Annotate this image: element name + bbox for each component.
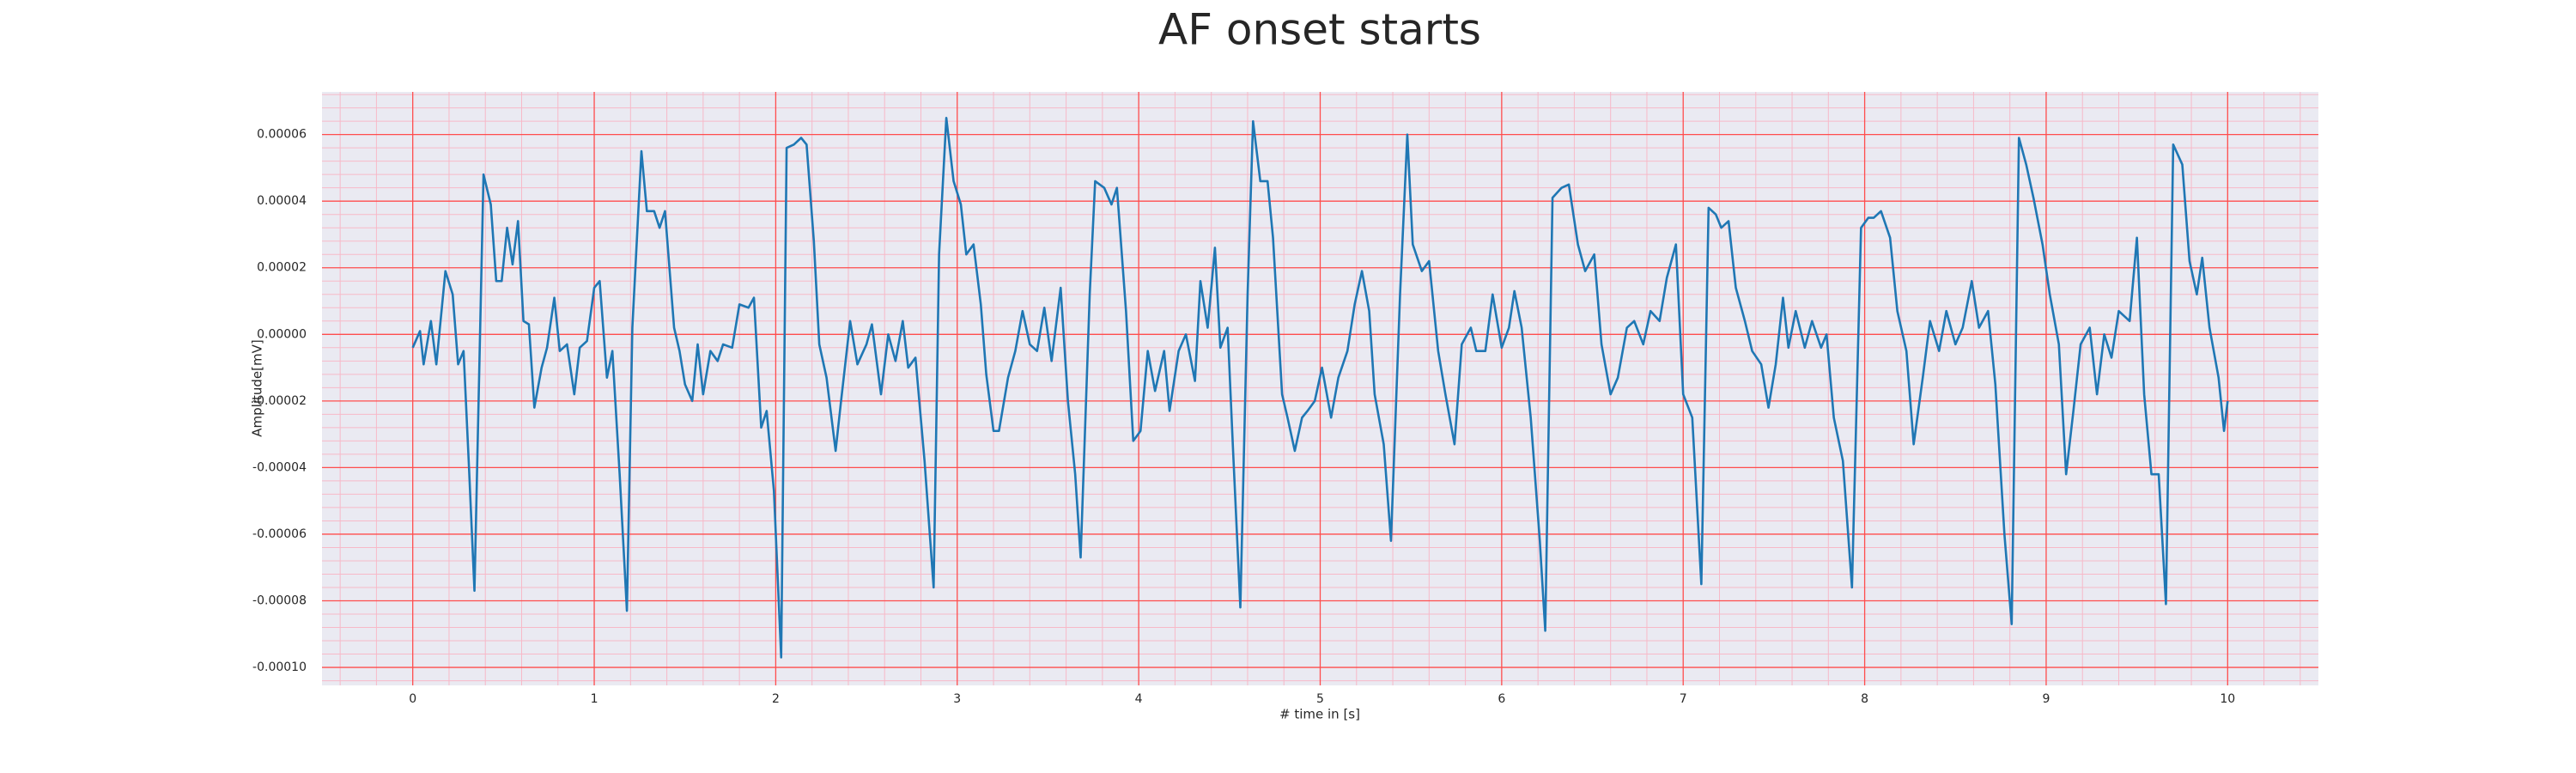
- y-tick-label: 0.00004: [257, 194, 307, 208]
- line-series: [411, 116, 2229, 659]
- y-axis-label: Amplitude[mV]: [250, 339, 265, 436]
- x-tick-label: 3: [953, 692, 961, 706]
- y-tick-label: -0.00010: [252, 660, 307, 674]
- x-axis-label: # time in [s]: [1279, 707, 1360, 722]
- grid: [322, 92, 2318, 685]
- plot: [411, 116, 2229, 659]
- y-tick-label: -0.00004: [252, 460, 307, 474]
- x-tick-label: 6: [1498, 692, 1505, 706]
- y-tick-label: -0.00008: [252, 594, 307, 608]
- y-tick-label: -0.00006: [252, 527, 307, 541]
- x-tick-label: 2: [772, 692, 780, 706]
- x-tick-label: 9: [2042, 692, 2050, 706]
- y-tick-label: 0.00000: [257, 327, 307, 341]
- y-tick-label: 0.00006: [257, 128, 307, 142]
- x-tick-label: 4: [1135, 692, 1143, 706]
- x-tick-label: 5: [1316, 692, 1324, 706]
- x-tick-label: 0: [409, 692, 416, 706]
- y-tick-label: -0.00002: [252, 394, 307, 408]
- x-tick-label: 7: [1680, 692, 1687, 706]
- x-tick-label: 8: [1861, 692, 1868, 706]
- x-tick-label: 1: [591, 692, 598, 706]
- chart-title: AF onset starts: [1158, 5, 1481, 55]
- y-tick-label: 0.00002: [257, 261, 307, 275]
- x-tick-label: 10: [2220, 692, 2235, 706]
